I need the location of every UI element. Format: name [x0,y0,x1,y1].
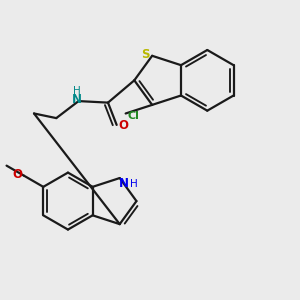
Text: O: O [118,119,128,132]
Text: H: H [130,178,137,189]
Text: N: N [118,177,128,190]
Text: N: N [72,93,82,106]
Text: S: S [141,48,150,61]
Text: Cl: Cl [127,111,139,121]
Text: O: O [12,168,22,181]
Text: H: H [73,86,81,96]
